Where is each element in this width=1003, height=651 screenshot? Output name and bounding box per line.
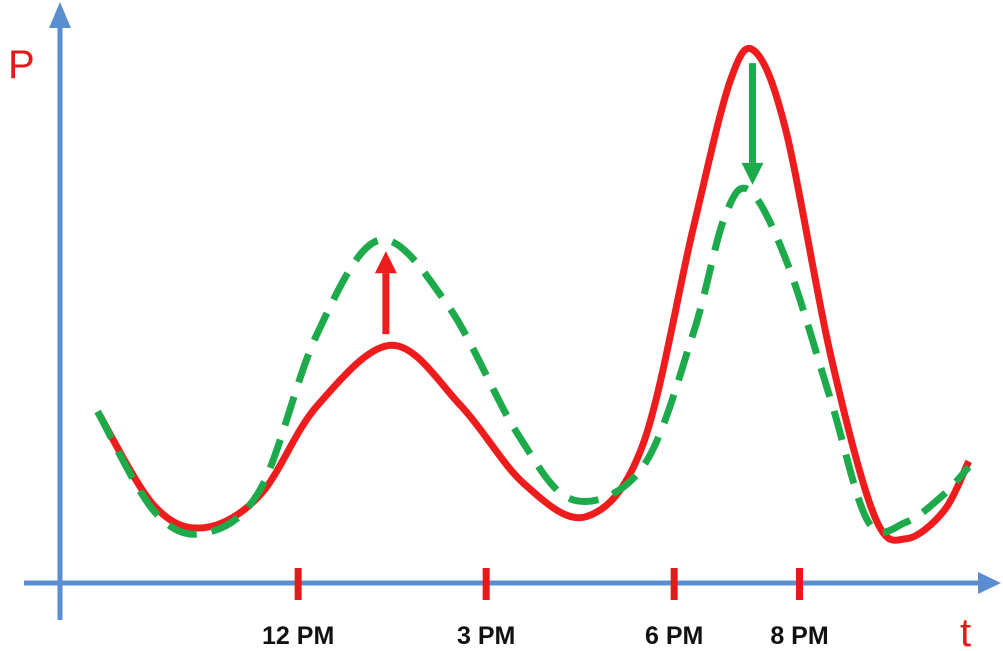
x-ticks: 12 PM 3 PM 6 PM 8 PM [262,568,829,650]
x-tick-label: 6 PM [645,622,703,650]
annotations [374,63,764,335]
x-tick-label: 12 PM [262,622,334,650]
y-axis-arrow-icon [49,2,71,28]
series-group [94,44,972,544]
y-axis-label: P [8,43,35,87]
x-axis-label: t [960,611,971,651]
dashed-series-line [94,184,972,538]
x-axis-arrow-icon [978,572,1001,594]
x-tick-label: 3 PM [457,622,515,650]
x-tick-label: 8 PM [770,622,828,650]
arrow-down-icon [741,162,764,185]
solid-series-line [94,44,972,544]
axes: P t [8,2,1001,651]
arrow-up-icon [374,251,397,274]
